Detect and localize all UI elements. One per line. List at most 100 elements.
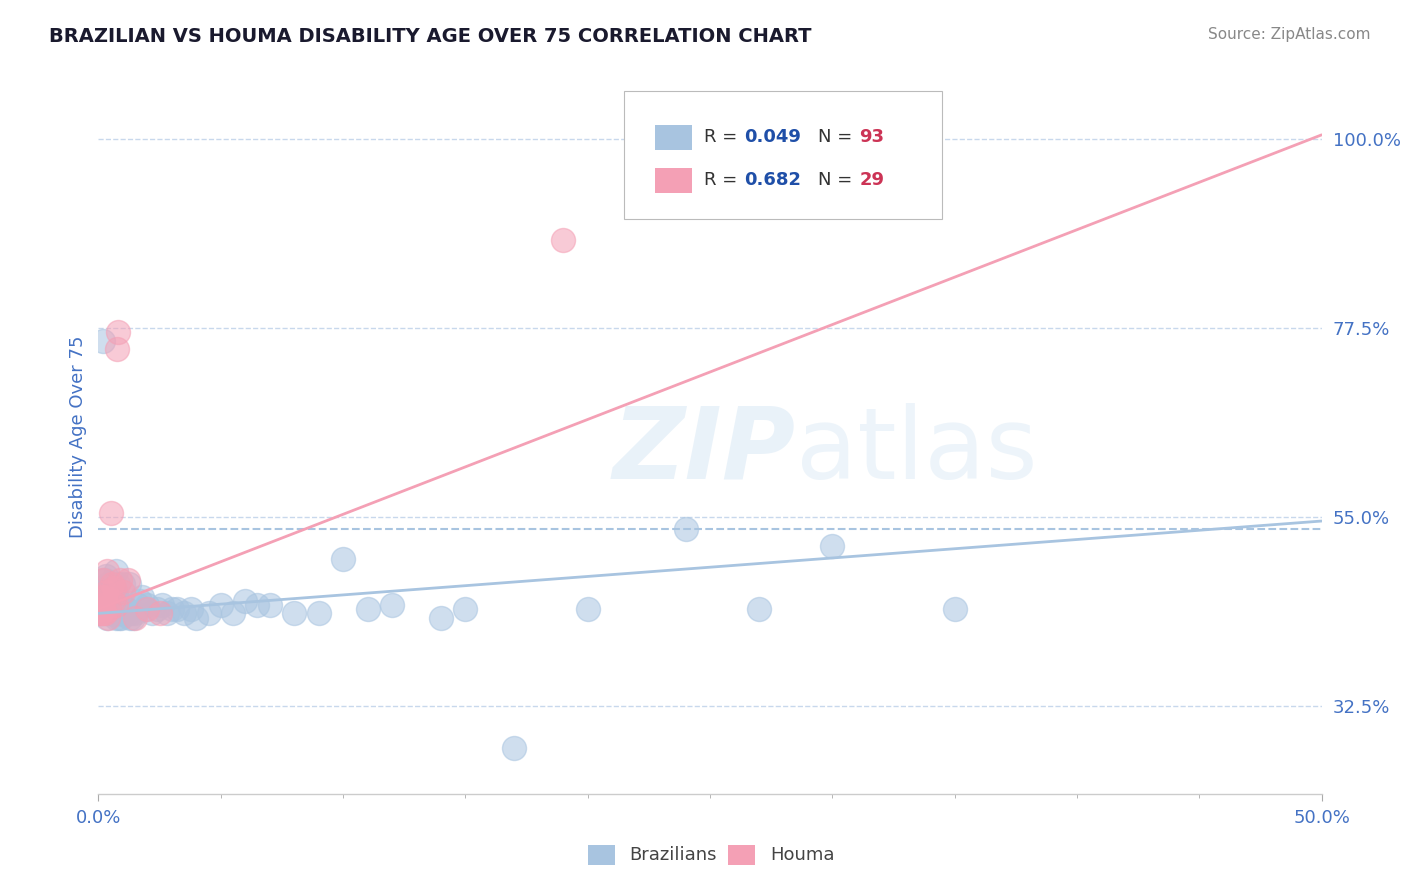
Point: [96, 598, 118, 612]
Text: Source: ZipAtlas.com: Source: ZipAtlas.com: [1208, 27, 1371, 42]
Point: [107, 594, 129, 608]
Point: [94, 585, 117, 599]
Point: [110, 598, 132, 612]
Point: [100, 590, 122, 604]
Point: [173, 607, 195, 621]
Point: [103, 602, 125, 616]
Point: [150, 598, 173, 612]
Point: [101, 607, 124, 621]
Point: [209, 598, 232, 612]
Point: [332, 551, 354, 566]
Point: [356, 602, 378, 616]
Point: [93, 607, 115, 621]
Point: [101, 602, 124, 616]
Point: [100, 590, 122, 604]
Point: [111, 598, 134, 612]
Point: [94, 568, 117, 582]
Point: [91, 573, 114, 587]
Point: [111, 577, 134, 591]
Point: [110, 610, 132, 624]
Point: [98, 602, 121, 616]
Point: [675, 523, 697, 537]
Point: [118, 577, 141, 591]
Point: [381, 598, 404, 612]
FancyBboxPatch shape: [624, 91, 942, 219]
Text: N =: N =: [818, 171, 858, 189]
Point: [96, 565, 118, 579]
Point: [124, 610, 146, 624]
Point: [91, 598, 114, 612]
Point: [120, 607, 142, 621]
Y-axis label: Disability Age Over 75: Disability Age Over 75: [69, 335, 87, 539]
Point: [90, 607, 112, 621]
Point: [675, 174, 697, 188]
Point: [98, 594, 121, 608]
Point: [90, 590, 112, 604]
Point: [186, 610, 208, 624]
Point: [107, 577, 129, 591]
Point: [160, 602, 183, 616]
Point: [96, 598, 118, 612]
Point: [100, 602, 122, 616]
Point: [93, 602, 115, 616]
Text: 29: 29: [859, 171, 884, 189]
Point: [197, 607, 219, 621]
Text: 0.682: 0.682: [744, 171, 801, 189]
Point: [97, 594, 120, 608]
Text: 93: 93: [859, 128, 884, 146]
Point: [166, 602, 188, 616]
Text: Houma: Houma: [770, 846, 835, 863]
Point: [105, 607, 128, 621]
Point: [120, 610, 142, 624]
Point: [105, 598, 128, 612]
Point: [222, 607, 245, 621]
Point: [430, 610, 453, 624]
FancyBboxPatch shape: [655, 168, 692, 193]
Point: [131, 590, 153, 604]
Point: [117, 607, 139, 621]
Point: [136, 602, 159, 616]
Point: [553, 233, 575, 247]
Point: [105, 590, 128, 604]
Point: [91, 573, 114, 587]
Point: [90, 598, 112, 612]
Point: [149, 607, 172, 621]
Text: ZIP: ZIP: [612, 403, 796, 500]
Point: [104, 598, 127, 612]
Point: [90, 602, 112, 616]
Point: [89, 602, 111, 616]
Point: [94, 590, 117, 604]
Point: [180, 602, 202, 616]
Point: [93, 598, 115, 612]
Point: [111, 585, 134, 599]
Point: [134, 602, 156, 616]
Point: [91, 581, 114, 595]
Point: [104, 607, 127, 621]
Point: [112, 607, 135, 621]
Point: [136, 598, 159, 612]
Point: [110, 573, 132, 587]
Point: [104, 565, 127, 579]
Point: [107, 325, 129, 339]
Point: [117, 573, 139, 587]
Point: [124, 607, 146, 621]
Point: [98, 602, 121, 616]
FancyBboxPatch shape: [655, 125, 692, 150]
Point: [98, 602, 121, 616]
Point: [94, 602, 117, 616]
Point: [233, 594, 256, 608]
Point: [91, 602, 114, 616]
Point: [141, 607, 163, 621]
Point: [156, 607, 179, 621]
Point: [91, 334, 114, 348]
Text: R =: R =: [704, 128, 742, 146]
Point: [146, 602, 169, 616]
Point: [96, 610, 118, 624]
Point: [97, 577, 120, 591]
Point: [108, 607, 131, 621]
Point: [96, 607, 118, 621]
Point: [104, 598, 127, 612]
Point: [94, 590, 117, 604]
Text: atlas: atlas: [796, 403, 1038, 500]
Text: Brazilians: Brazilians: [630, 846, 717, 863]
